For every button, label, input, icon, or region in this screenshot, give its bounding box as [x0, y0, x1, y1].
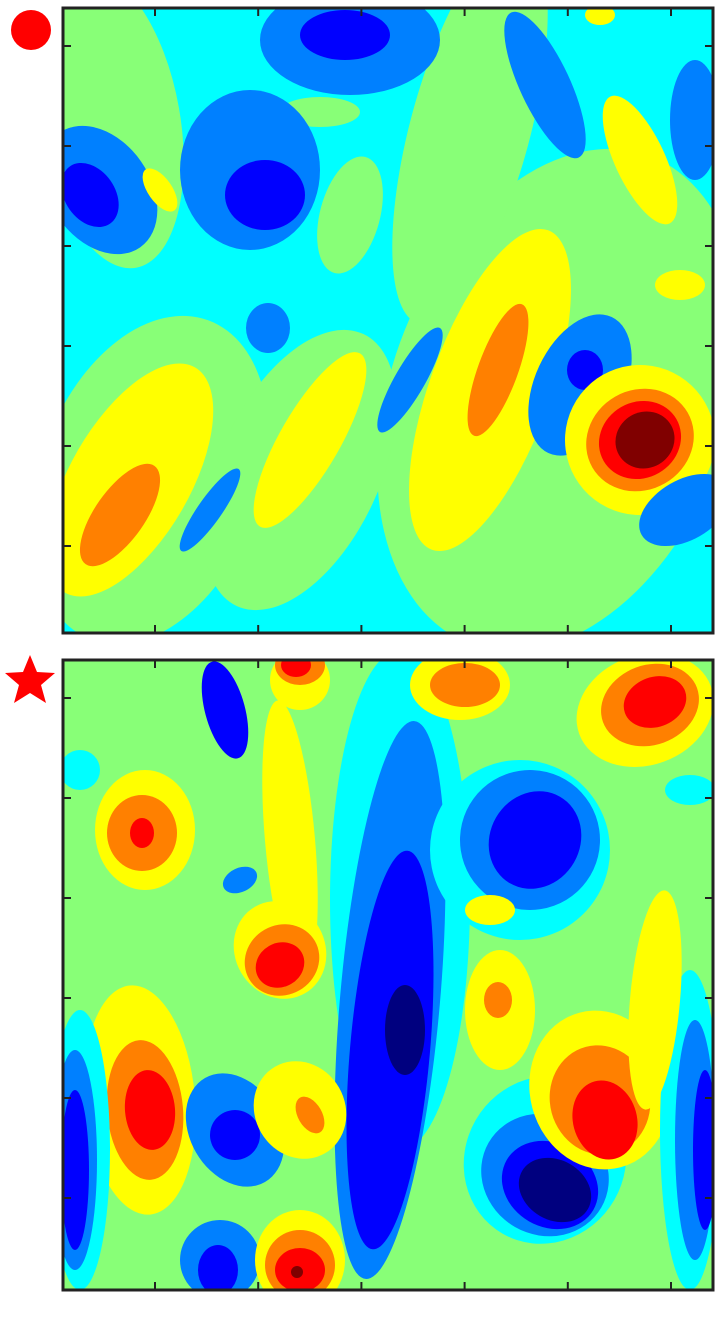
contour-region	[124, 1070, 176, 1150]
contour-panel	[63, 660, 713, 1290]
contour-region	[63, 162, 119, 228]
contour-region	[488, 791, 582, 889]
contour-region	[198, 1245, 238, 1290]
contour-region	[655, 270, 705, 300]
contour-region	[63, 1090, 89, 1250]
contour-region	[615, 411, 675, 469]
contour-region	[377, 327, 443, 433]
contour-region	[210, 1110, 260, 1160]
contour-region	[670, 60, 713, 180]
contour-region	[130, 818, 154, 848]
contour-region	[246, 303, 290, 353]
contour-region	[142, 168, 178, 212]
contour-region	[693, 1070, 713, 1230]
contour-region	[300, 10, 390, 60]
contour-region	[79, 463, 161, 567]
contour-region	[430, 663, 500, 707]
contour-region	[572, 1080, 638, 1160]
contour-region	[602, 95, 678, 225]
star-marker	[5, 655, 55, 703]
contour-region	[255, 942, 305, 988]
contour-region	[281, 660, 311, 677]
circle-marker	[11, 10, 51, 50]
contour-panel	[63, 8, 713, 633]
contour-region	[585, 8, 615, 25]
contour-region	[63, 750, 100, 790]
contour-region	[628, 890, 682, 1110]
contour-region	[201, 661, 249, 759]
contour-region	[567, 350, 603, 390]
contour-region	[639, 473, 713, 547]
contour-region	[518, 1157, 592, 1223]
contour-region	[484, 982, 512, 1018]
plot-frame	[61, 6, 715, 635]
contour-region	[222, 866, 258, 894]
contour-region	[225, 160, 305, 230]
contour-region	[467, 303, 529, 437]
contour-region	[317, 156, 383, 274]
plot-frame	[61, 658, 715, 1292]
contour-region	[295, 1096, 325, 1134]
contour-region	[385, 985, 425, 1075]
contour-region	[665, 775, 713, 805]
contour-region	[465, 895, 515, 925]
contour-region	[623, 676, 687, 728]
contour-region	[504, 11, 586, 159]
contour-region	[253, 352, 367, 528]
contour-region	[179, 468, 241, 552]
contour-region	[291, 1266, 303, 1278]
